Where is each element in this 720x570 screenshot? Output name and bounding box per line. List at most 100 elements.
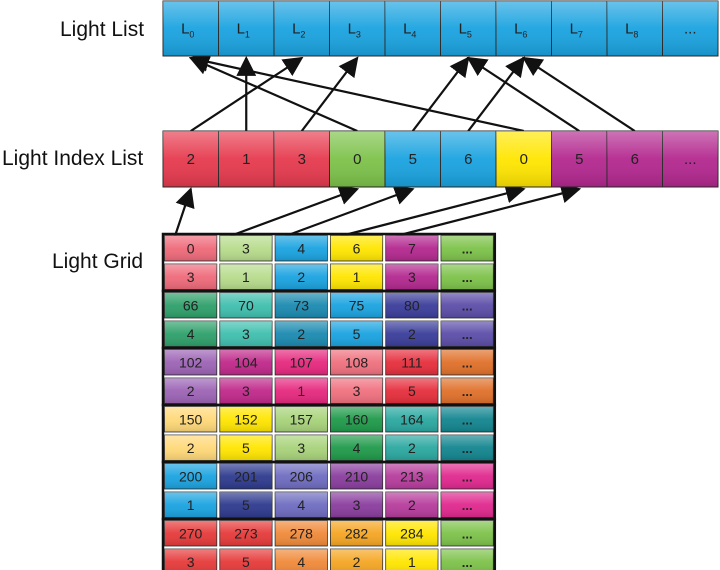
light-list-cell-text: L6 bbox=[514, 21, 527, 40]
index-to-light-arrow bbox=[300, 56, 359, 132]
grid-offset-text: 150 bbox=[179, 411, 203, 427]
light-index-cell-text: 6 bbox=[464, 151, 472, 168]
light-grid-cell: 102 2 bbox=[164, 349, 218, 404]
grid-offset-text: 70 bbox=[238, 297, 254, 313]
light-grid-cell: 284 1 bbox=[385, 520, 439, 570]
light-list-cell-text: L5 bbox=[459, 21, 472, 40]
grid-to-index-arrow bbox=[173, 187, 195, 237]
light-list-cell-text: L2 bbox=[292, 21, 305, 40]
grid-offset-text: 206 bbox=[290, 468, 314, 484]
light-index-cell: 2 bbox=[162, 130, 219, 188]
grid-offset-text: ... bbox=[462, 355, 473, 370]
index-to-light-arrow bbox=[522, 56, 636, 132]
light-grid-row: 66 4 70 3 73 2 75 5 80 2...... bbox=[161, 289, 497, 350]
index-to-light-arrow bbox=[466, 56, 580, 132]
grid-offset-text: 210 bbox=[345, 468, 369, 484]
light-index-cell: 6 bbox=[440, 130, 497, 188]
light-index-cell: 6 bbox=[606, 130, 663, 188]
grid-offset-text: 7 bbox=[408, 240, 416, 256]
light-list-cell: L1 bbox=[218, 0, 275, 57]
light-grid-cell: 75 5 bbox=[329, 292, 384, 347]
grid-count-text: 1 bbox=[187, 497, 195, 513]
light-list-cell: ... bbox=[662, 0, 719, 57]
light-index-cell: 0 bbox=[495, 130, 552, 188]
light-list-cell-text: L4 bbox=[403, 21, 416, 40]
grid-count-text: 3 bbox=[187, 269, 195, 285]
grid-count-text: 4 bbox=[297, 497, 305, 513]
light-index-cell-text: 5 bbox=[409, 151, 417, 168]
light-index-cell-text: ... bbox=[684, 151, 697, 168]
light-grid-cell: 210 3 bbox=[329, 463, 384, 518]
light-index-cell: ... bbox=[662, 130, 719, 188]
light-grid-cell: 03 bbox=[164, 235, 218, 290]
light-grid-cell: 111 5 bbox=[385, 349, 439, 404]
light-list-cell: L7 bbox=[551, 0, 608, 57]
light-index-cell: 3 bbox=[273, 130, 330, 188]
grid-count-text: 2 bbox=[297, 326, 305, 342]
light-grid-cell: ...... bbox=[440, 292, 494, 347]
grid-offset-text: 213 bbox=[400, 468, 424, 484]
light-list-cell-text: L3 bbox=[348, 21, 361, 40]
grid-count-text: 1 bbox=[353, 269, 361, 285]
grid-count-text: ... bbox=[462, 270, 473, 285]
light-grid-cell: 273 5 bbox=[219, 520, 273, 570]
grid-count-text: 3 bbox=[353, 497, 361, 513]
grid-offset-text: 102 bbox=[179, 354, 203, 370]
light-grid-cell: ...... bbox=[440, 349, 494, 404]
grid-offset-text: ... bbox=[462, 526, 473, 541]
grid-offset-text: ... bbox=[462, 412, 473, 427]
grid-count-text: 3 bbox=[408, 269, 416, 285]
grid-offset-text: 107 bbox=[290, 354, 314, 370]
grid-offset-text: 200 bbox=[179, 468, 203, 484]
light-index-cell-text: 0 bbox=[520, 151, 528, 168]
light-grid-cell: 108 3 bbox=[329, 349, 384, 404]
light-list-cell: L0 bbox=[162, 0, 219, 57]
grid-offset-text: ... bbox=[462, 298, 473, 313]
light-index-cell: 5 bbox=[384, 130, 441, 188]
grid-offset-text: 6 bbox=[353, 240, 361, 256]
grid-count-text: 1 bbox=[297, 383, 305, 399]
light-list-cell: L4 bbox=[384, 0, 441, 57]
light-grid-cell: 282 2 bbox=[329, 520, 384, 570]
light-grid-cell: ...... bbox=[440, 520, 494, 570]
grid-to-index-arrow bbox=[340, 183, 526, 238]
grid-count-text: 3 bbox=[242, 383, 250, 399]
light-grid-cell: 70 3 bbox=[219, 292, 273, 347]
light-list-cell: L6 bbox=[495, 0, 552, 57]
grid-count-text: 2 bbox=[187, 383, 195, 399]
grid-to-index-arrow bbox=[395, 183, 582, 238]
light-grid-cell: 278 4 bbox=[274, 520, 328, 570]
grid-count-text: 4 bbox=[297, 554, 305, 570]
light-grid-row-border bbox=[161, 517, 497, 570]
arrows-layer bbox=[173, 52, 636, 238]
light-list-cell-text: L8 bbox=[625, 21, 638, 40]
light-index-cell-text: 6 bbox=[631, 151, 639, 168]
light-index-cell-text: 5 bbox=[575, 151, 583, 168]
light-grid-cell: ...... bbox=[440, 406, 494, 461]
light-grid: 0331426173......664703732755802......102… bbox=[161, 232, 497, 570]
light-grid-cell: 80 2 bbox=[385, 292, 439, 347]
grid-count-text: 3 bbox=[297, 440, 305, 456]
grid-to-index-arrow bbox=[285, 185, 415, 238]
grid-offset-text: 104 bbox=[234, 354, 258, 370]
grid-count-text: 4 bbox=[353, 440, 361, 456]
grid-count-text: 1 bbox=[408, 554, 416, 570]
grid-offset-text: 282 bbox=[345, 525, 369, 541]
light-grid-cell: 270 3 bbox=[164, 520, 218, 570]
light-list-cell: L5 bbox=[440, 0, 497, 57]
light-index-cell: 5 bbox=[551, 130, 608, 188]
light-grid-row: 102 2 104 3 107 1 108 3 111 5...... bbox=[161, 346, 497, 407]
light-grid-cell: 213 2 bbox=[385, 463, 439, 518]
grid-offset-text: 201 bbox=[234, 468, 258, 484]
grid-offset-text: 3 bbox=[242, 240, 250, 256]
light-grid-cell: 66 4 bbox=[164, 292, 218, 347]
grid-count-text: ... bbox=[462, 555, 473, 570]
index-to-light-arrow bbox=[411, 56, 470, 132]
grid-offset-text: 73 bbox=[293, 297, 309, 313]
